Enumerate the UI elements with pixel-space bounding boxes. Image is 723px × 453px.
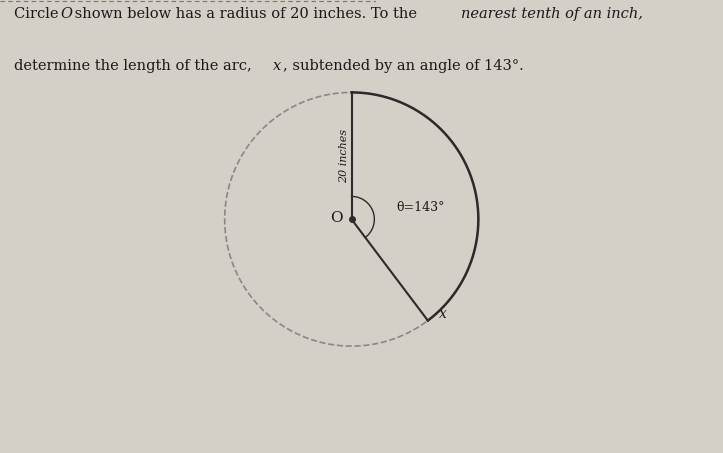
Text: θ=143°: θ=143° xyxy=(396,201,445,214)
Text: x: x xyxy=(273,59,281,73)
Text: nearest tenth of an inch,: nearest tenth of an inch, xyxy=(461,7,643,21)
Text: O: O xyxy=(60,7,72,21)
Text: 20 inches: 20 inches xyxy=(339,129,349,183)
Text: determine the length of the arc,: determine the length of the arc, xyxy=(14,59,257,73)
Text: shown below has a radius of 20 inches. To the: shown below has a radius of 20 inches. T… xyxy=(70,7,422,21)
Text: Circle: Circle xyxy=(14,7,64,21)
Text: x: x xyxy=(440,307,447,321)
Text: O: O xyxy=(330,211,343,225)
Text: , subtended by an angle of 143°.: , subtended by an angle of 143°. xyxy=(283,59,524,73)
